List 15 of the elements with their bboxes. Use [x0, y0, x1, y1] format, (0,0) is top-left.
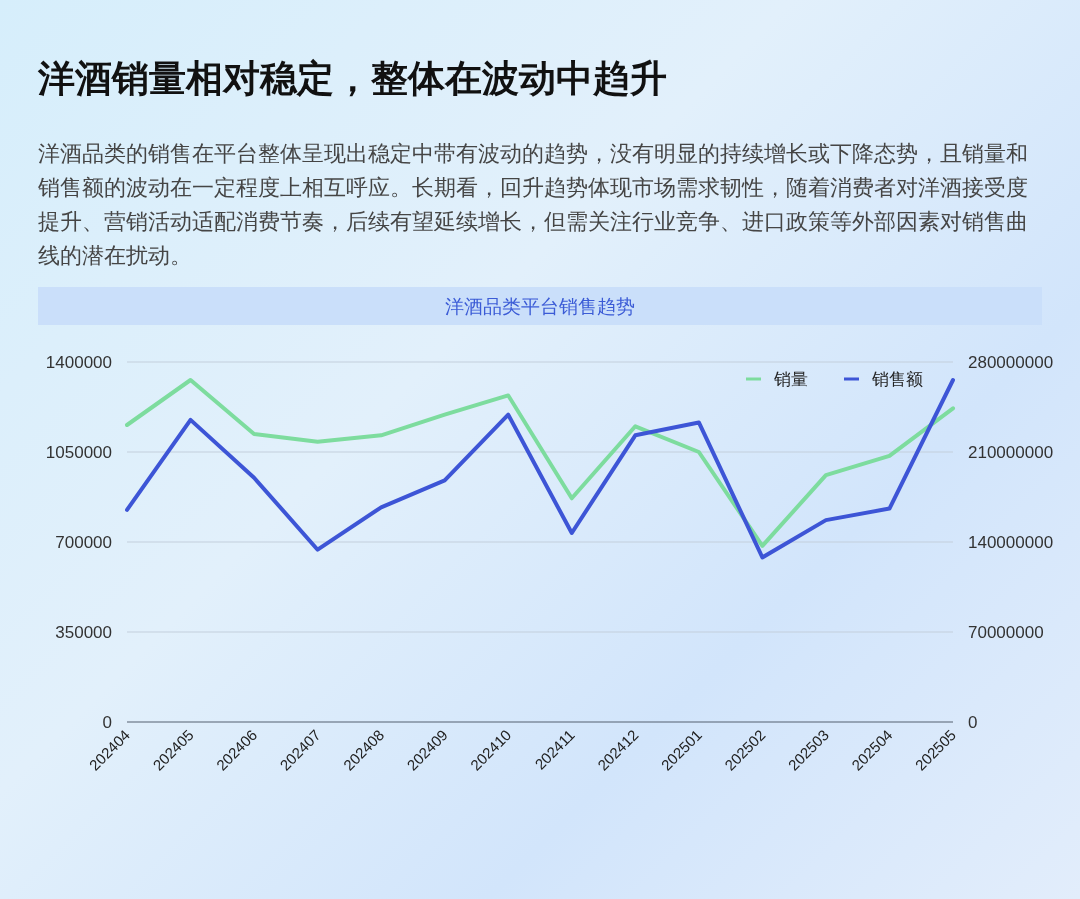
chart-title: 洋酒销量相对稳定，整体在波动中趋升: [38, 56, 667, 102]
y-tick-label: 700000: [55, 533, 112, 552]
y-tick-label: 1400000: [45, 353, 112, 372]
chart-subtitle: 洋酒品类的销售在平台整体呈现出稳定中带有波动的趋势，没有明显的持续增长或下降态势，且销量和销售额的波动在一定程度上相互呼应。长期看，回升趋势体现市场需求韧性，随着消费者对洋酒接受度提升、营销活动适配消费节奏，后续有望延续增长，但需关注行业竞争、进口政策等外部因素对销售曲线的潜在扰动。: [38, 140, 1029, 270]
y2-tick-label: 0: [968, 713, 978, 732]
y2-tick-label: 280000000: [968, 353, 1054, 372]
y-tick-label: 1050000: [45, 443, 112, 462]
y2-tick-label: 140000000: [968, 533, 1054, 552]
y2-tick-label: 70000000: [968, 623, 1044, 642]
y-tick-label: 0: [102, 713, 112, 732]
text: 洋酒品类平台销售趋势: [38, 287, 1042, 325]
legend-label: 销售额: [871, 370, 923, 389]
y2-tick-label: 210000000: [968, 443, 1054, 462]
y-tick-label: 350000: [55, 623, 112, 642]
legend-label: 销量: [773, 370, 808, 389]
